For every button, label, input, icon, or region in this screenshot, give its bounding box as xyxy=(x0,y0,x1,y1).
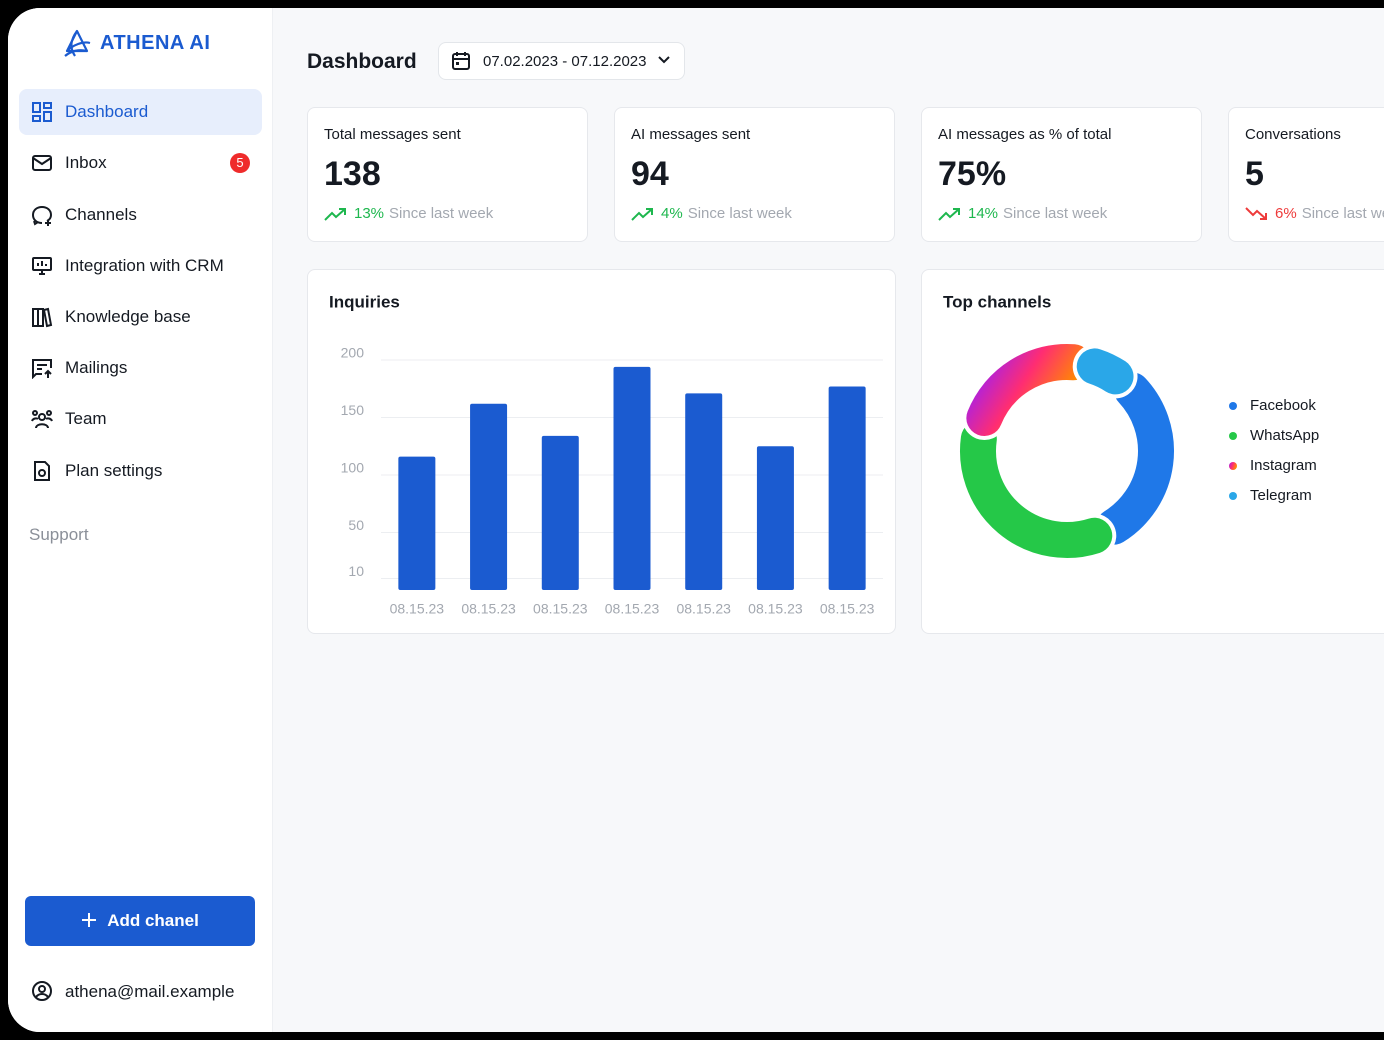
logo-text: ATHENA AI xyxy=(100,32,211,54)
slice xyxy=(960,420,1113,558)
button-label: Add chanel xyxy=(107,911,199,930)
change-note: Since last week xyxy=(1003,205,1108,222)
account-email[interactable]: athena@mail.example xyxy=(65,982,235,1001)
x-tick-label: 08.15.23 xyxy=(605,601,660,617)
inquiries-card: Inquiries 10 50 100 150 200 08.15.23 08.15.23 0… xyxy=(307,269,896,634)
stat-value: 94 xyxy=(631,155,669,193)
nav-item[interactable]: Plan settings xyxy=(19,448,262,494)
stat-value: 138 xyxy=(324,155,381,193)
change-percent: 4% xyxy=(661,205,683,222)
y-tick-label: 150 xyxy=(341,402,365,418)
stat-label: AI messages as % of total xyxy=(938,126,1112,143)
y-tick-label: 10 xyxy=(348,563,364,579)
app-window: ATHENA AI Dashboard Inbox 5 Channels Inte… xyxy=(8,8,1384,1032)
change-note: Since last week xyxy=(389,205,494,222)
bar xyxy=(470,403,508,590)
legend-label: WhatsApp xyxy=(1250,427,1319,444)
badge: 5 xyxy=(230,153,250,173)
account-icon xyxy=(32,981,52,1001)
stat-card: Total messages sent 138 13% Since last week xyxy=(307,107,588,242)
stat-label: Conversations xyxy=(1245,126,1341,143)
page-title: Dashboard xyxy=(307,50,417,73)
stat-label: AI messages sent xyxy=(631,126,751,143)
support-link[interactable]: Support xyxy=(29,525,89,544)
nav-item[interactable]: Team xyxy=(19,396,262,442)
bar-chart: Inquiries 10 50 100 150 200 08.15.23 08.15.23 0… xyxy=(329,292,883,617)
nav-label: Inbox xyxy=(65,153,107,172)
change-percent: 14% xyxy=(968,205,999,222)
change-note: Since last week xyxy=(687,205,792,222)
nav-item[interactable]: Knowledge base xyxy=(19,294,262,340)
legend-dot xyxy=(1229,492,1237,500)
stat-card: AI messages as % of total 75% 14% Since las… xyxy=(921,107,1202,242)
nav-item[interactable]: Integration with CRM xyxy=(19,243,262,289)
stat-change: 14% Since last week xyxy=(938,205,1107,222)
bar xyxy=(541,435,579,590)
sidebar: ATHENA AI Dashboard Inbox 5 Channels Inte… xyxy=(8,8,273,1032)
nav-item[interactable]: Channels xyxy=(19,192,262,238)
slice xyxy=(966,344,1092,437)
nav-label: Dashboard xyxy=(65,102,149,121)
x-tick-label: 08.15.23 xyxy=(461,601,516,617)
legend-dot xyxy=(1229,432,1237,440)
x-tick-label: 08.15.23 xyxy=(748,601,803,617)
slice xyxy=(1095,372,1174,545)
chart-title: Inquiries xyxy=(329,292,400,311)
nav-label: Mailings xyxy=(65,358,128,377)
y-tick-label: 200 xyxy=(341,345,365,361)
x-tick-label: 08.15.23 xyxy=(533,601,588,617)
legend-dot xyxy=(1229,402,1237,410)
y-tick-label: 100 xyxy=(341,460,365,476)
nav-label: Team xyxy=(65,409,107,428)
stat-card: Conversations 5 6%Since last week xyxy=(1228,107,1384,242)
change-note: Since last week xyxy=(1301,205,1384,222)
legend-label: Facebook xyxy=(1250,397,1316,414)
date-range: 07.02.2023 - 07.12.2023 xyxy=(483,53,647,70)
donut-chart: Top channels Facebook WhatsApp Instagram Te… xyxy=(943,292,1319,562)
add-channel-button[interactable]: Add chanel xyxy=(25,896,255,946)
nav-item[interactable]: Dashboard xyxy=(19,89,262,135)
date-picker[interactable]: 07.02.2023 - 07.12.2023 xyxy=(438,42,685,80)
legend-label: Instagram xyxy=(1250,457,1317,474)
slice xyxy=(1076,348,1134,395)
bar xyxy=(398,456,436,590)
nav-label: Knowledge base xyxy=(65,307,191,326)
bar xyxy=(828,386,866,590)
stat-value: 75% xyxy=(938,155,1007,193)
nav-item[interactable]: Inbox 5 xyxy=(19,140,262,186)
stat-change: 13% Since last week xyxy=(324,205,493,222)
bar xyxy=(613,366,651,590)
stat-label: Total messages sent xyxy=(324,126,461,143)
stat-change: 4% Since last week xyxy=(631,205,792,222)
x-tick-label: 08.15.23 xyxy=(820,601,875,617)
bar xyxy=(685,393,723,590)
x-tick-label: 08.15.23 xyxy=(390,601,445,617)
stat-change: 6%Since last week xyxy=(1245,205,1384,222)
channels-card: Top channels Facebook WhatsApp Instagram Te… xyxy=(921,269,1384,634)
change-percent: 6% xyxy=(1275,205,1297,222)
nav-label: Plan settings xyxy=(65,461,163,480)
stat-card: AI messages sent 94 4% Since last week xyxy=(614,107,895,242)
nav-item[interactable]: Mailings xyxy=(19,345,262,391)
stat-value: 5 xyxy=(1245,155,1264,193)
nav-label: Channels xyxy=(65,205,137,224)
chart-title: Top channels xyxy=(943,292,1051,311)
x-tick-label: 08.15.23 xyxy=(676,601,731,617)
bar xyxy=(756,446,794,590)
y-tick-label: 50 xyxy=(348,517,364,533)
logo-icon xyxy=(64,29,91,57)
change-percent: 13% xyxy=(354,205,385,222)
legend-label: Telegram xyxy=(1250,487,1312,504)
nav-label: Integration with CRM xyxy=(65,256,224,275)
legend-dot xyxy=(1229,462,1237,470)
